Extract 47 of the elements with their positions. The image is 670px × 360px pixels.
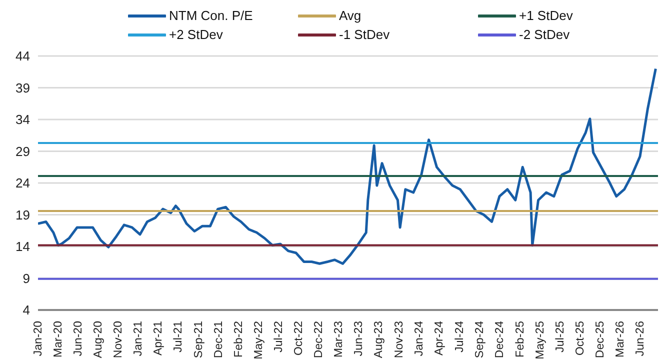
x-tick-label: Jun-23 bbox=[353, 321, 366, 356]
legend-label: -1 StDev bbox=[339, 27, 390, 42]
y-tick-label: 39 bbox=[16, 80, 30, 96]
legend-label: +2 StDev bbox=[169, 27, 223, 42]
x-tick-label: Jul-21 bbox=[172, 321, 185, 352]
x-tick-label: Nov-23 bbox=[393, 321, 406, 358]
x-tick-label: Sep-24 bbox=[474, 320, 486, 358]
x-tick-label: Oct-25 bbox=[574, 321, 586, 356]
y-tick-label: 44 bbox=[16, 48, 30, 64]
y-tick-label: 29 bbox=[16, 144, 30, 159]
x-tick-label: Jul-24 bbox=[454, 320, 466, 352]
x-tick-label: Jan-24 bbox=[413, 320, 426, 356]
x-tick-label: Oct-22 bbox=[293, 321, 306, 356]
x-tick-label: Jun-26 bbox=[634, 321, 647, 356]
legend-label: -2 StDev bbox=[519, 27, 570, 42]
x-tick-label: Mar-26 bbox=[614, 321, 626, 358]
x-tick-label: Jul-22 bbox=[273, 321, 286, 352]
line-series bbox=[38, 67, 657, 265]
x-tick-label: Aug-20 bbox=[92, 321, 104, 358]
x-tick-label: Jul-25 bbox=[554, 321, 566, 352]
y-tick-label: 34 bbox=[16, 112, 30, 128]
x-tick-label: Dec-21 bbox=[212, 321, 225, 358]
x-tick-label: Feb-25 bbox=[514, 321, 526, 358]
x-tick-label: Dec-25 bbox=[594, 321, 606, 358]
x-tick-label: Apr-21 bbox=[152, 321, 165, 356]
x-tick-label: Jun-20 bbox=[72, 321, 84, 356]
legend-label: +1 StDev bbox=[519, 8, 573, 23]
legend-label: NTM Con. P/E bbox=[169, 8, 253, 23]
x-tick-label: Sep-21 bbox=[192, 321, 205, 358]
y-tick-label: 4 bbox=[22, 302, 30, 318]
x-tick-label: Apr-24 bbox=[433, 320, 446, 356]
x-tick-label: Dec-24 bbox=[494, 320, 506, 358]
x-tick-label: Nov-20 bbox=[112, 321, 124, 358]
x-tick-label: Jan-21 bbox=[132, 321, 144, 356]
x-tick-label: May-22 bbox=[252, 321, 265, 360]
x-tick-label: Aug-23 bbox=[373, 321, 386, 358]
x-tick-label: Dec-22 bbox=[313, 321, 326, 358]
y-tick-label: 24 bbox=[16, 176, 30, 191]
x-tick-label: Mar-23 bbox=[333, 321, 346, 358]
x-tick-label: Jan-20 bbox=[32, 321, 44, 356]
x-tick-label: Feb-22 bbox=[232, 321, 245, 358]
y-tick-label: 14 bbox=[16, 239, 30, 254]
y-tick-label: 19 bbox=[16, 207, 30, 222]
legend-label: Avg bbox=[339, 8, 362, 23]
x-tick-label: May-25 bbox=[534, 321, 546, 360]
x-tick-label: Mar-20 bbox=[52, 321, 64, 358]
y-tick-label: 9 bbox=[22, 270, 30, 286]
